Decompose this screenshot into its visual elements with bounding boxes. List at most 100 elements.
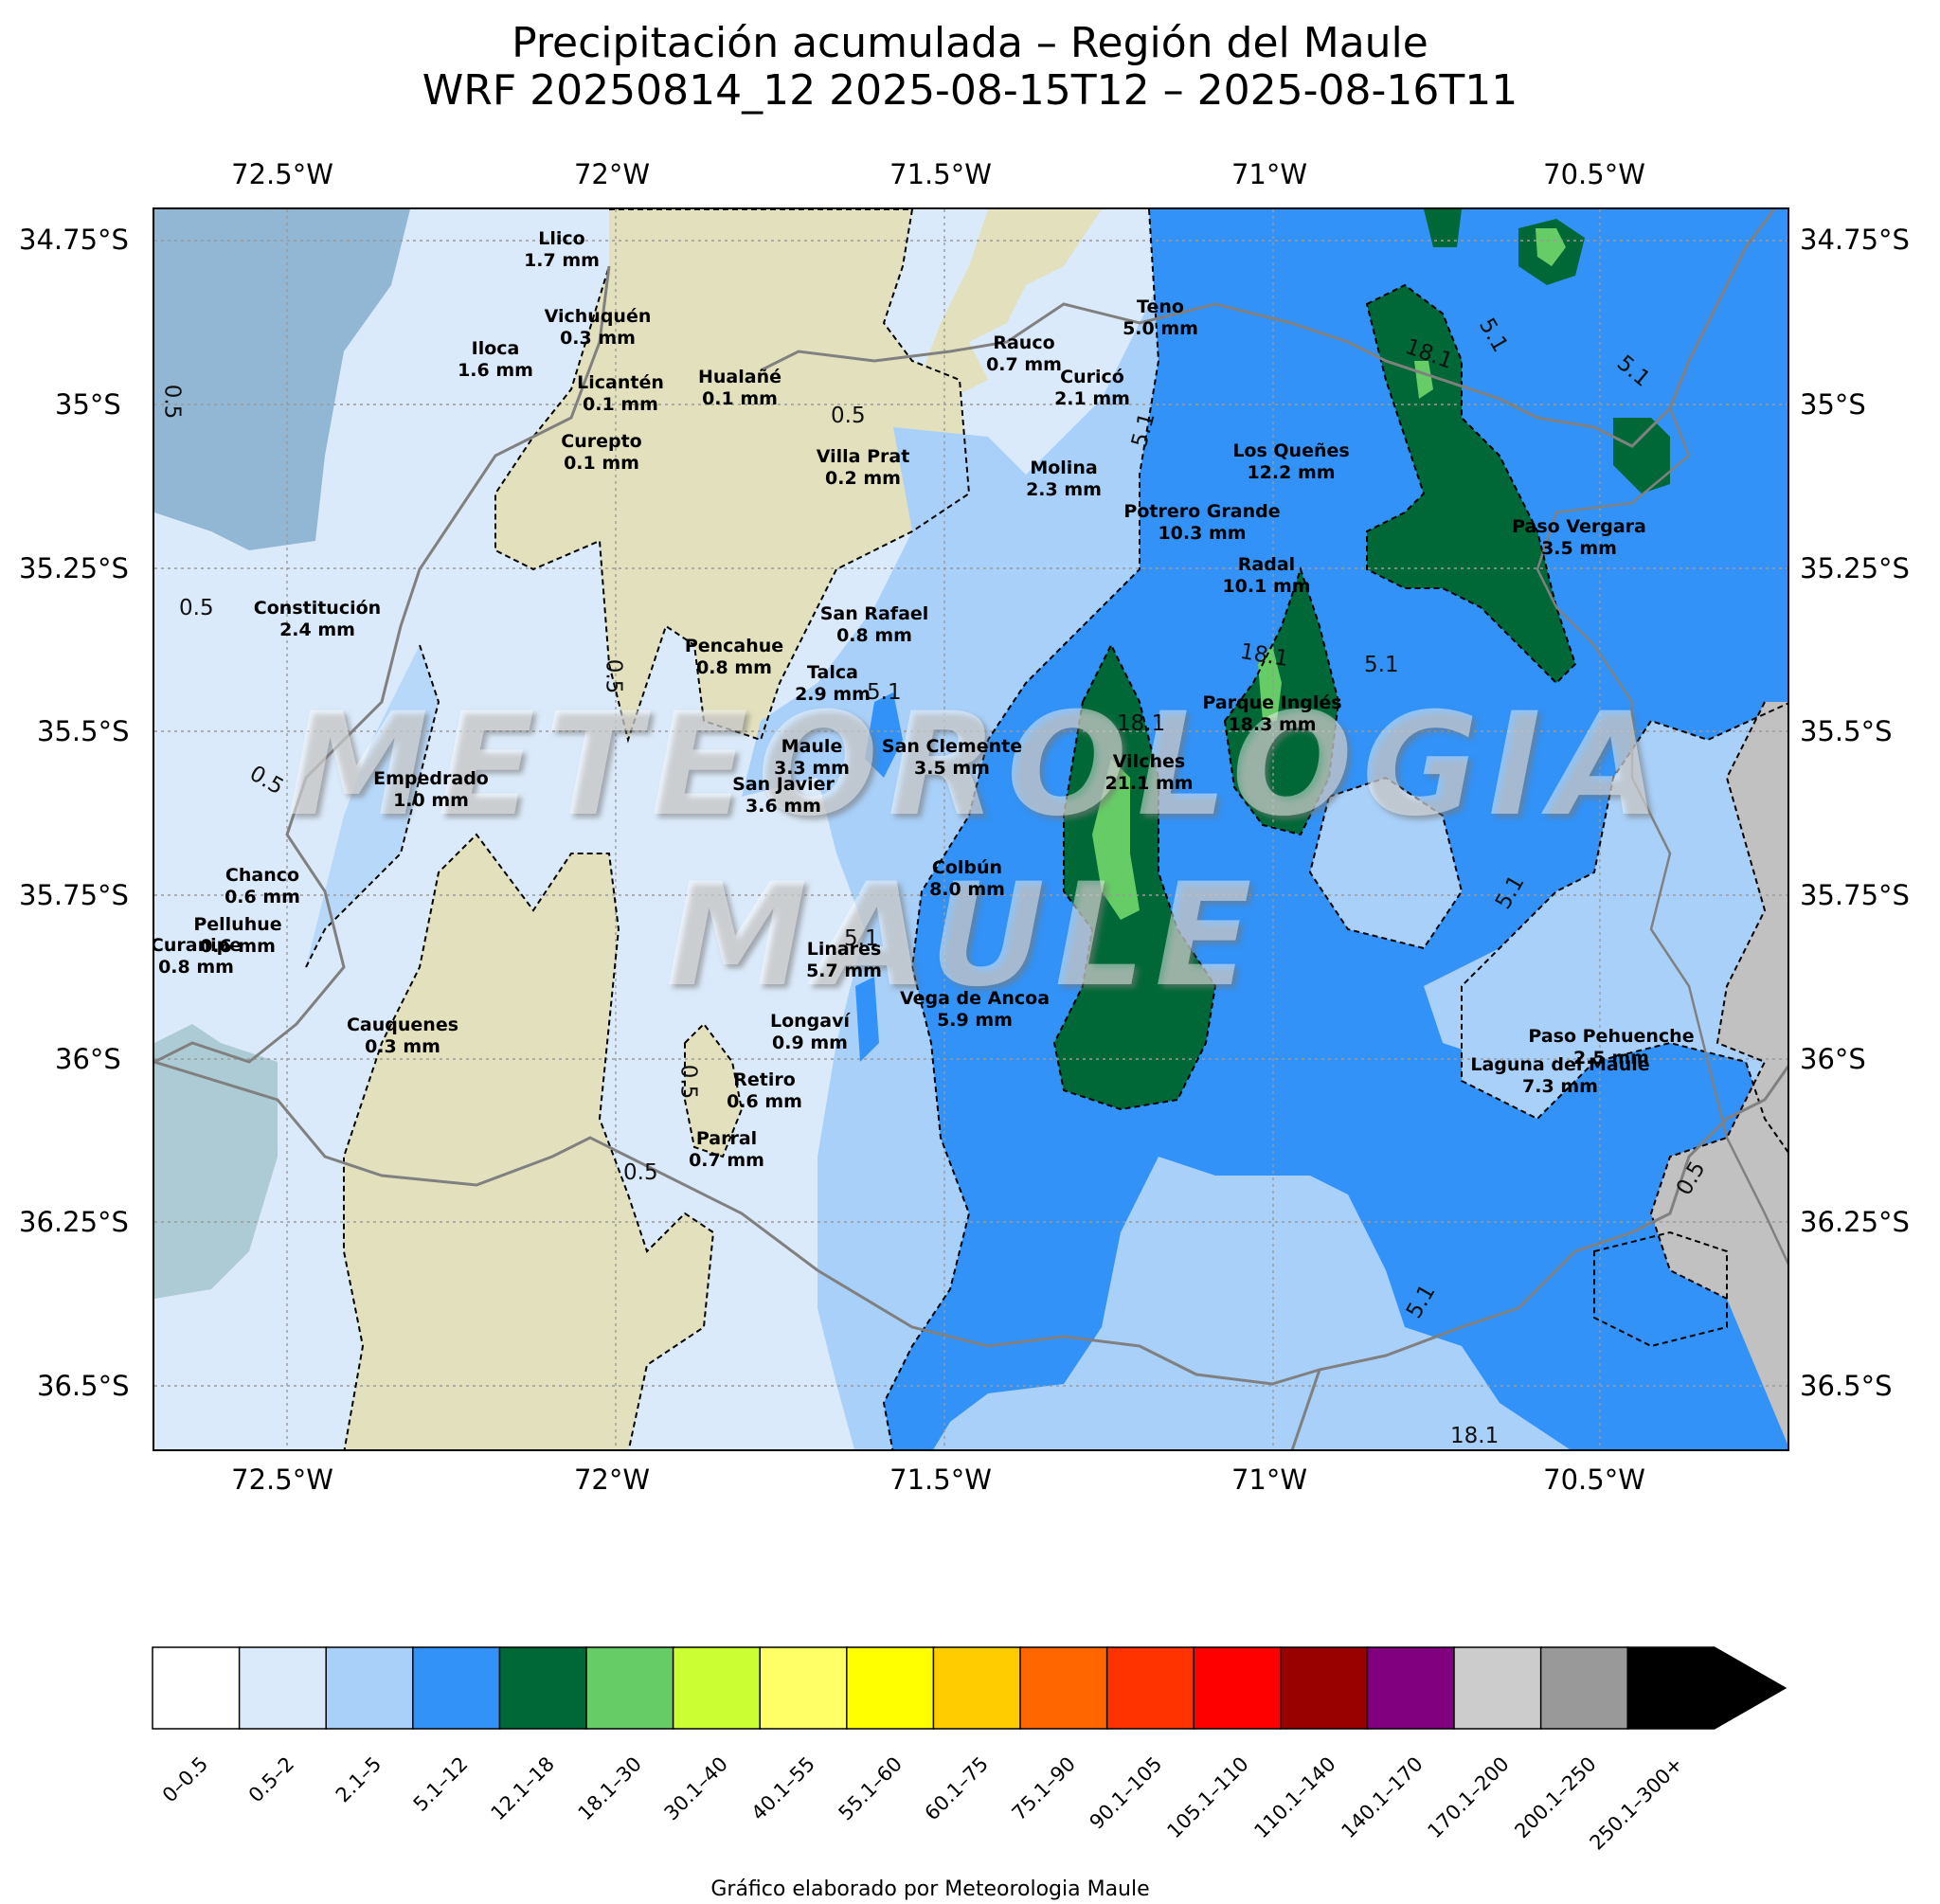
precip-band-5.1-12	[865, 692, 903, 778]
station-label: Chanco 0.6 mm	[225, 865, 300, 907]
precipitation-map[interactable]: METEOROLOGIA MAULE 0.5 0.5 0.5 0.5 0.5 0…	[153, 207, 1789, 1451]
colorbar-swatch	[1193, 1646, 1283, 1730]
station-label: Vega de Ancoa 5.9 mm	[899, 988, 1051, 1031]
station-label: Laguna del Maule 7.3 mm	[1470, 1054, 1650, 1097]
ocean-area	[154, 1024, 278, 1299]
colorbar-swatch	[238, 1646, 328, 1730]
precip-band-18.1-30	[1258, 645, 1282, 721]
station-label: Llico 1.7 mm	[524, 228, 600, 271]
ocean-area	[154, 209, 410, 550]
land-dry-area	[495, 209, 969, 740]
colorbar-swatch	[325, 1646, 415, 1730]
station-label: Radal 10.1 mm	[1222, 554, 1311, 597]
station-label: Rauco 0.7 mm	[986, 332, 1062, 375]
land-dry-area	[685, 1024, 742, 1157]
station-label: Paso Pehuenche 2.5 mm	[1528, 1026, 1695, 1069]
colorbar-tick-label: 0–0.5	[157, 1752, 212, 1807]
contour-label: 0.5	[831, 404, 866, 428]
chart-title-line-1: Precipitación acumulada – Región del Mau…	[512, 19, 1428, 67]
precip-band-2.1-5	[1310, 778, 1462, 948]
argentina-area	[1651, 702, 1787, 1445]
lon-tick-top: 72.5°W	[231, 158, 333, 190]
colorbar-swatch	[932, 1646, 1022, 1730]
station-label: Teno 5.0 mm	[1123, 296, 1198, 339]
watermark-text: METEOROLOGIA	[287, 683, 1670, 848]
lon-tick-top: 72°W	[573, 158, 651, 190]
lat-tick-right: 36°S	[1800, 1043, 1866, 1075]
colorbar-swatch	[1280, 1646, 1369, 1730]
colorbar-swatch	[412, 1646, 501, 1730]
lon-tick-top: 71.5°W	[889, 158, 992, 190]
colorbar-tick-label: 5.1–12	[408, 1752, 473, 1816]
precip-band-18.1-30	[1092, 759, 1140, 920]
contour-label: 5.1	[1364, 653, 1399, 677]
colorbar-tick-label: 0.5–2	[243, 1752, 299, 1807]
precip-band-12.1-18	[1225, 569, 1338, 835]
contour-label: 0.5	[179, 596, 214, 620]
station-label: Linares 5.7 mm	[806, 939, 882, 981]
station-label: Constitución 2.4 mm	[253, 598, 382, 640]
station-label: Vichuquén 0.3 mm	[544, 306, 652, 349]
lon-tick-top: 71°W	[1230, 158, 1308, 190]
lat-tick-left: 35°S	[55, 388, 121, 421]
station-label: Cauquenes 0.3 mm	[346, 1015, 459, 1057]
colorbar-tick-label: 110.1–140	[1249, 1752, 1340, 1843]
lon-tick-bottom: 72.5°W	[231, 1464, 333, 1496]
contour-label: 0.5	[159, 384, 185, 420]
colorbar-swatch	[1366, 1646, 1456, 1730]
colorbar-tick-label: 18.1–30	[573, 1752, 646, 1825]
lat-tick-left: 36.5°S	[37, 1370, 130, 1402]
station-label: Curicó 2.1 mm	[1054, 367, 1130, 409]
station-label: Parque Inglés 18.3 mm	[1202, 692, 1342, 735]
lat-tick-right: 35.75°S	[1800, 879, 1910, 911]
colorbar-swatch	[1539, 1646, 1629, 1730]
station-label: Curepto 0.1 mm	[561, 431, 642, 474]
contour-label: 0.5	[623, 1160, 658, 1185]
precip-band-2.1-5	[1424, 929, 1632, 1062]
colorbar-tick-label: 90.1–105	[1085, 1752, 1167, 1834]
colorbar-swatch	[152, 1646, 241, 1730]
colorbar-swatch	[759, 1646, 849, 1730]
precip-band-12.1-18	[1424, 209, 1462, 247]
station-label: Curanipe 0.8 mm	[153, 935, 242, 978]
station-label: San Javier 3.6 mm	[732, 774, 835, 817]
lon-tick-top: 70.5°W	[1543, 158, 1645, 190]
station-label: Pencahue 0.8 mm	[684, 636, 784, 678]
colorbar-tick-label: 12.1–18	[486, 1752, 560, 1825]
station-label: Colbún 8.0 mm	[929, 857, 1005, 900]
precip-band-18.1-30	[1536, 228, 1566, 266]
station-label: Pelluhue 0.6 mm	[193, 914, 282, 957]
lat-tick-right: 34.75°S	[1800, 224, 1910, 256]
lat-tick-left: 36.25°S	[19, 1206, 129, 1238]
station-label: Longaví 0.9 mm	[769, 1011, 851, 1053]
station-label: Iloca 1.6 mm	[458, 338, 533, 381]
lat-tick-left: 34.75°S	[19, 224, 129, 256]
lat-tick-right: 35°S	[1800, 388, 1866, 421]
colorbar	[152, 1646, 1787, 1730]
international-border	[1536, 407, 1787, 1266]
credit-text: Gráfico elaborado por Meteorologia Maule	[710, 1877, 1150, 1901]
lon-tick-bottom: 71.5°W	[889, 1464, 992, 1496]
station-label: Los Queñes 12.2 mm	[1232, 440, 1350, 483]
colorbar-tick-label: 200.1–250	[1510, 1752, 1601, 1843]
lon-tick-bottom: 72°W	[573, 1464, 651, 1496]
contour-label: 18.1	[1450, 1424, 1500, 1448]
station-label: Retiro 0.6 mm	[727, 1069, 802, 1112]
colorbar-tick-label: 170.1–200	[1423, 1752, 1514, 1843]
graticule	[154, 209, 1787, 1449]
station-label: Maule 3.3 mm	[774, 736, 850, 779]
precip-band-12.1-18	[1613, 418, 1670, 494]
lat-tick-right: 35.5°S	[1800, 715, 1893, 747]
colorbar-tick-label: 55.1–60	[834, 1752, 907, 1825]
precipitation-field	[154, 209, 1787, 1449]
lat-tick-right: 36.25°S	[1800, 1206, 1910, 1238]
station-label: Parral 0.7 mm	[689, 1128, 764, 1171]
lat-tick-right: 36.5°S	[1800, 1370, 1893, 1402]
precip-band-2.1-5	[306, 645, 439, 967]
lat-tick-left: 35.5°S	[37, 715, 130, 747]
station-label: Talca 2.9 mm	[795, 662, 871, 705]
region-border	[154, 209, 1787, 1449]
lon-tick-bottom: 70.5°W	[1543, 1464, 1645, 1496]
colorbar-tick-label: 140.1–170	[1336, 1752, 1428, 1843]
contour-label: 0.5	[601, 658, 626, 694]
